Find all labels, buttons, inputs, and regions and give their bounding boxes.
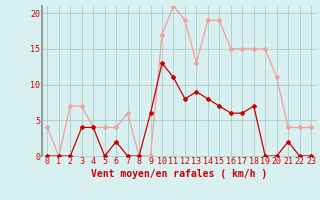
X-axis label: Vent moyen/en rafales ( km/h ): Vent moyen/en rafales ( km/h ): [91, 169, 267, 179]
